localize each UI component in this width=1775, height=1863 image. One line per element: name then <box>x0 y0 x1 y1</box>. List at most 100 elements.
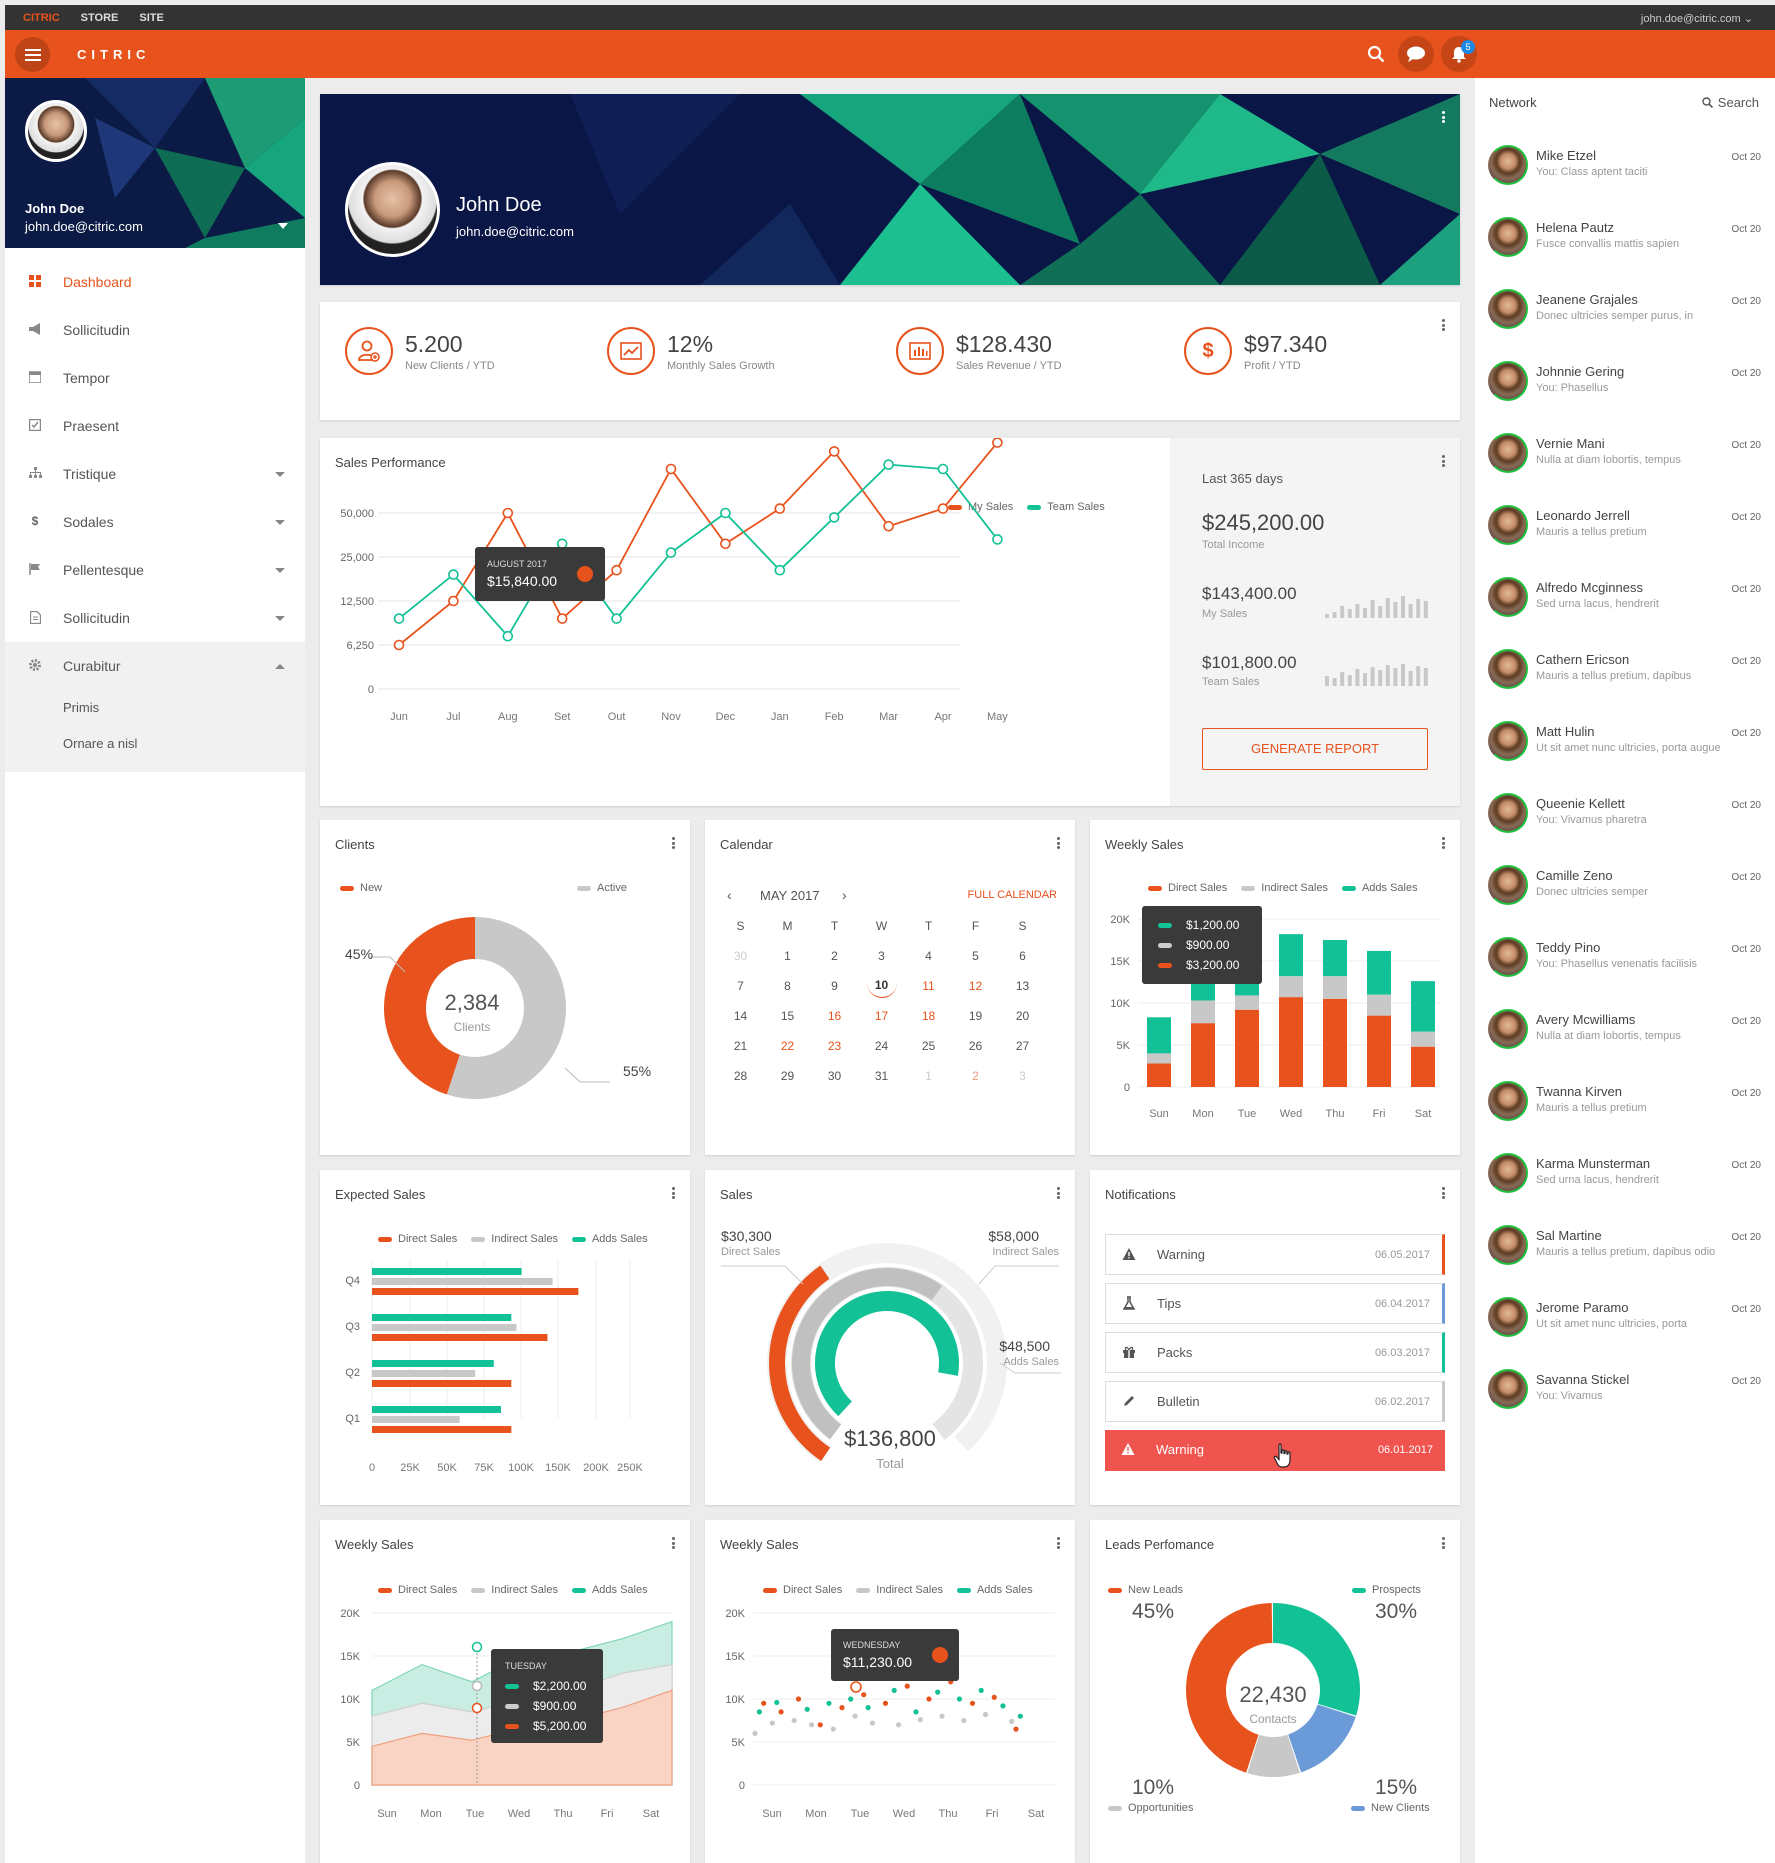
calendar-day-today[interactable]: 10 <box>858 971 905 1001</box>
contact-item[interactable]: Avery Mcwilliams Nulla at diam lobortis, … <box>1475 1004 1775 1064</box>
legend-item[interactable]: New <box>340 882 382 894</box>
sidebar-item-dashboard[interactable]: Dashboard <box>5 258 305 306</box>
calendar-day[interactable]: 21 <box>733 1039 748 1053</box>
more-options-icon[interactable] <box>1436 1184 1450 1202</box>
profile-dropdown-toggle[interactable] <box>278 223 288 229</box>
legend-item[interactable]: Team Sales <box>1027 501 1105 513</box>
contact-item[interactable]: Twanna Kirven Mauris a tellus pretium Oct … <box>1475 1076 1775 1136</box>
legend-item[interactable]: Indirect Sales <box>471 1233 558 1245</box>
prev-month-button[interactable]: ‹ <box>727 887 732 903</box>
calendar-day[interactable]: 24 <box>874 1039 889 1053</box>
notification-item[interactable]: Bulletin 06.02.2017 <box>1105 1381 1445 1422</box>
calendar-day[interactable]: 27 <box>1015 1039 1030 1053</box>
next-month-button[interactable]: › <box>842 887 847 903</box>
calendar-day-event[interactable]: 18 <box>921 1009 936 1023</box>
more-options-icon[interactable] <box>1436 1534 1450 1552</box>
legend-item[interactable]: Adds Sales <box>1341 882 1418 894</box>
calendar-day[interactable]: 6 <box>1019 949 1026 963</box>
calendar-day[interactable]: 29 <box>780 1069 795 1083</box>
calendar-day[interactable]: 13 <box>1015 979 1030 993</box>
legend-item[interactable]: Opportunities <box>1108 1802 1193 1814</box>
calendar-day[interactable]: 3 <box>878 949 885 963</box>
contact-item[interactable]: Vernie Mani Nulla at diam lobortis, tempu… <box>1475 428 1775 488</box>
sidebar-subitem-primis[interactable]: Primis <box>5 690 305 726</box>
sidebar-item-praesent[interactable]: Praesent <box>5 402 305 450</box>
legend-item[interactable]: Direct Sales <box>1148 882 1227 894</box>
sidebar-item-sollicitudin-2[interactable]: Sollicitudin <box>5 594 305 642</box>
notification-item-active[interactable]: Warning 06.01.2017 <box>1105 1430 1445 1471</box>
calendar-day[interactable]: 15 <box>780 1009 795 1023</box>
legend-item[interactable]: My Sales <box>948 501 1013 513</box>
calendar-day[interactable]: 1 <box>784 949 791 963</box>
contact-item[interactable]: Johnnie Gering You: Phasellus Oct 20 <box>1475 356 1775 416</box>
contact-item[interactable]: Mike Etzel You: Class aptent taciti Oct 20 <box>1475 140 1775 200</box>
top-nav-site[interactable]: SITE <box>139 12 164 24</box>
legend-item[interactable]: New Clients <box>1351 1802 1430 1814</box>
more-options-icon[interactable] <box>666 1184 680 1202</box>
legend-item[interactable]: Direct Sales <box>378 1233 457 1245</box>
legend-item[interactable]: Direct Sales <box>763 1584 842 1596</box>
contact-item[interactable]: Helena Pautz Fusce convallis mattis sapie… <box>1475 212 1775 272</box>
user-menu[interactable]: john.doe@citric.com ⌄ <box>1641 12 1753 25</box>
menu-toggle-button[interactable] <box>15 37 50 72</box>
calendar-day[interactable]: 14 <box>733 1009 748 1023</box>
contact-item[interactable]: Savanna Stickel You: Vivamus Oct 20 <box>1475 1364 1775 1424</box>
chat-button[interactable] <box>1398 36 1434 72</box>
calendar-day[interactable]: 7 <box>737 979 744 993</box>
calendar-day-event[interactable]: 17 <box>874 1009 889 1023</box>
calendar-day-event[interactable]: 16 <box>827 1009 842 1023</box>
sidebar-avatar[interactable] <box>25 100 87 162</box>
legend-item[interactable]: Adds Sales <box>571 1233 648 1245</box>
notification-item[interactable]: Warning 06.05.2017 <box>1105 1234 1445 1275</box>
sidebar-item-pellentesque[interactable]: Pellentesque <box>5 546 305 594</box>
sidebar-item-tempor[interactable]: Tempor <box>5 354 305 402</box>
full-calendar-link[interactable]: FULL CALENDAR <box>967 889 1057 901</box>
notification-item[interactable]: Packs 06.03.2017 <box>1105 1332 1445 1373</box>
generate-report-button[interactable]: GENERATE REPORT <box>1202 728 1428 770</box>
legend-item[interactable]: Adds Sales <box>571 1584 648 1596</box>
notification-item[interactable]: Tips 06.04.2017 <box>1105 1283 1445 1324</box>
contact-item[interactable]: Matt Hulin Ut sit amet nunc ultricies, po… <box>1475 716 1775 776</box>
brand-logo[interactable]: CITRIC <box>77 47 151 62</box>
legend-item[interactable]: Adds Sales <box>956 1584 1033 1596</box>
sidebar-item-tristique[interactable]: Tristique <box>5 450 305 498</box>
contact-item[interactable]: Cathern Ericson Mauris a tellus pretium, … <box>1475 644 1775 704</box>
legend-item[interactable]: Indirect Sales <box>856 1584 943 1596</box>
top-nav-store[interactable]: STORE <box>80 12 119 24</box>
calendar-day[interactable]: 25 <box>921 1039 936 1053</box>
calendar-day-event[interactable]: 23 <box>827 1039 842 1053</box>
notifications-button[interactable]: 5 <box>1441 36 1477 72</box>
legend-item[interactable]: New Leads <box>1108 1584 1183 1596</box>
calendar-day[interactable]: 2 <box>831 949 838 963</box>
legend-item[interactable]: Prospects <box>1352 1584 1421 1596</box>
calendar-day[interactable]: 30 <box>827 1069 842 1083</box>
sidebar-item-curabitur[interactable]: Curabitur <box>5 642 305 690</box>
contact-item[interactable]: Jerome Paramo Ut sit amet nunc ultricies,… <box>1475 1292 1775 1352</box>
calendar-day-event[interactable]: 2 <box>972 1069 979 1083</box>
sidebar-item-sodales[interactable]: $ Sodales <box>5 498 305 546</box>
more-options-icon[interactable] <box>666 1534 680 1552</box>
legend-item[interactable]: Indirect Sales <box>1241 882 1328 894</box>
calendar-day[interactable]: 26 <box>968 1039 983 1053</box>
calendar-day-event[interactable]: 12 <box>968 979 983 993</box>
search-button[interactable] <box>1358 36 1394 72</box>
contact-item[interactable]: Jeanene Grajales Donec ultricies semper p… <box>1475 284 1775 344</box>
contact-item[interactable]: Leonardo Jerrell Mauris a tellus pretium O… <box>1475 500 1775 560</box>
contact-item[interactable]: Queenie Kellett You: Vivamus pharetra Oct … <box>1475 788 1775 848</box>
calendar-day[interactable]: 4 <box>925 949 932 963</box>
more-options-icon[interactable] <box>1436 316 1450 334</box>
contact-item[interactable]: Sal Martine Mauris a tellus pretium, dapi… <box>1475 1220 1775 1280</box>
contact-item[interactable]: Karma Munsterman Sed urna lacus, hendreri… <box>1475 1148 1775 1208</box>
more-options-icon[interactable] <box>1051 834 1065 852</box>
legend-item[interactable]: Indirect Sales <box>471 1584 558 1596</box>
calendar-day[interactable]: 1 <box>925 1069 932 1083</box>
calendar-day[interactable]: 28 <box>733 1069 748 1083</box>
contact-item[interactable]: Teddy Pino You: Phasellus venenatis facil… <box>1475 932 1775 992</box>
calendar-day[interactable]: 30 <box>733 949 748 963</box>
calendar-day[interactable]: 9 <box>831 979 838 993</box>
calendar-day[interactable]: 31 <box>874 1069 889 1083</box>
sidebar-item-sollicitudin[interactable]: Sollicitudin <box>5 306 305 354</box>
calendar-day-event[interactable]: 22 <box>780 1039 795 1053</box>
calendar-day[interactable]: 8 <box>784 979 791 993</box>
calendar-day[interactable]: 19 <box>968 1009 983 1023</box>
